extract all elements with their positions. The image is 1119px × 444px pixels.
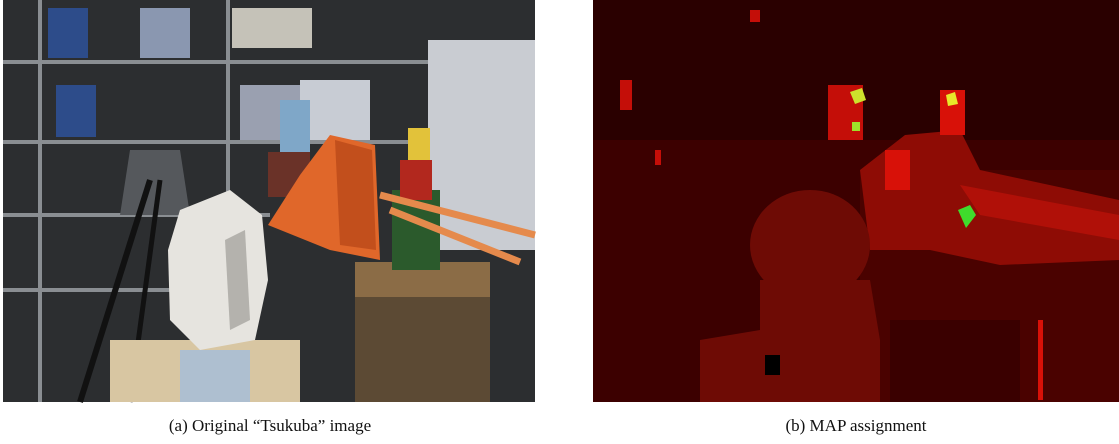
caption-text: Original “Tsukuba” image [192,416,371,435]
map-assignment-image [593,0,1119,402]
caption-b: (b) MAP assignment [785,416,926,435]
figure-canvas: (a) Original “Tsukuba” image (b) MAP ass… [0,0,1119,444]
panel-label: (b) [785,416,805,435]
caption-text: MAP assignment [810,416,927,435]
original-image [3,0,535,402]
panel-label: (a) [169,416,188,435]
figure: (a) Original “Tsukuba” image (b) MAP ass… [0,0,1119,444]
caption-a: (a) Original “Tsukuba” image [169,416,371,435]
